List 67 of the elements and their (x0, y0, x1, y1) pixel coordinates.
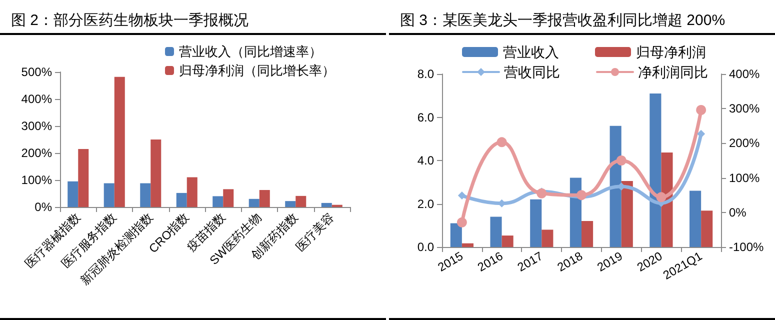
y2-tick-label: 0% (729, 205, 747, 220)
bar (530, 199, 542, 247)
point (536, 188, 547, 198)
legend-label: 净利润同比 (638, 64, 708, 80)
point (656, 192, 666, 202)
y-tick-label: 400% (21, 92, 52, 106)
point (697, 130, 706, 138)
x-tick-label: 2015 (435, 248, 466, 274)
bar (285, 201, 296, 207)
bar (186, 177, 198, 207)
point (456, 217, 467, 228)
y-tick-label: 2.0 (417, 196, 434, 211)
y-tick-label: 4.0 (417, 154, 434, 168)
point (458, 191, 466, 200)
bar (490, 216, 502, 247)
point (616, 156, 626, 166)
bar (502, 236, 514, 247)
bar (150, 140, 162, 207)
bar (542, 230, 554, 247)
bar (450, 223, 462, 247)
bar (212, 196, 224, 207)
y2-tick-label: 400% (729, 67, 760, 81)
bar (248, 198, 260, 207)
bar (296, 196, 306, 207)
bar (223, 189, 234, 207)
bar (462, 243, 474, 247)
bar (621, 181, 633, 247)
chart-title: 图 3：某医美龙头一季报营收盈利同比增超 200% (400, 12, 726, 29)
bar (570, 178, 582, 247)
bar (610, 126, 622, 247)
y2-tick-label: 300% (729, 102, 760, 116)
bar (690, 190, 702, 247)
y-tick-label: 100% (21, 173, 52, 187)
y-tick-label: 0% (34, 200, 52, 214)
legend-label: 归母净利润（同比增长率） (179, 63, 335, 78)
y2-tick-label: 200% (729, 136, 760, 150)
bar (321, 202, 332, 207)
legend-label: 营业收入 (503, 44, 559, 60)
bar (582, 221, 594, 247)
x-tick-label: 2017 (515, 248, 546, 274)
legend-label: 营业收入（同比增速率） (179, 44, 322, 59)
bar (104, 183, 114, 207)
x-tick-label: 2016 (475, 248, 506, 274)
y-tick-label: 6.0 (417, 110, 434, 124)
point (496, 137, 507, 148)
point (696, 104, 706, 115)
x-tick-label: 2018 (554, 248, 586, 274)
y-tick-label: 8.0 (417, 67, 434, 81)
legend-label: 营收同比 (504, 64, 560, 80)
bar (114, 76, 125, 207)
y-tick-label: 0.0 (417, 240, 434, 254)
y-tick-label: 200% (21, 146, 52, 160)
point (576, 190, 586, 200)
bar (140, 183, 151, 207)
bar (650, 93, 662, 247)
x-tick-label: 2019 (594, 248, 626, 274)
bar (176, 192, 187, 207)
y2-tick-label: -100% (729, 240, 764, 254)
bar (259, 190, 270, 207)
y-tick-label: 300% (21, 119, 52, 133)
y-tick-label: 500% (21, 65, 52, 79)
chart-title: 图 2：部分医药生物板块一季报概况 (11, 12, 249, 29)
bar (701, 210, 713, 247)
bar (78, 148, 89, 207)
bar (68, 181, 78, 207)
legend-label: 归母净利润 (636, 44, 706, 60)
y2-tick-label: 100% (729, 170, 760, 185)
